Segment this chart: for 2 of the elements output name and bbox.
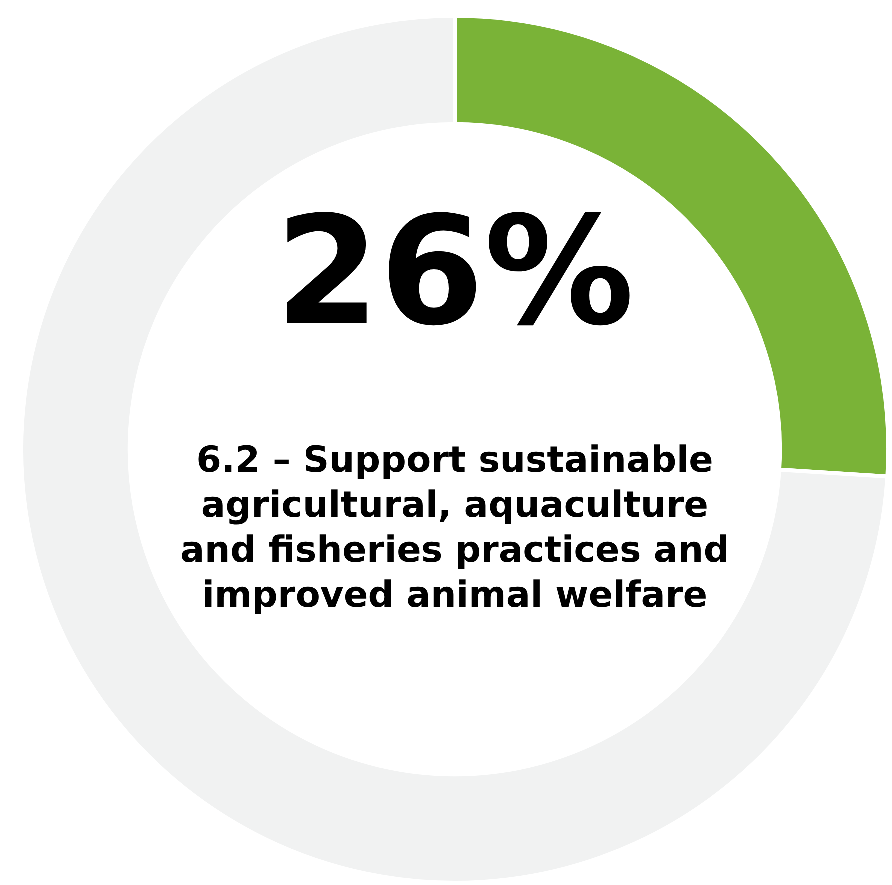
text: 6.2 – Support sustainable agricultural, aquaculture and fisheries practices and improved animal welfare [180,439,730,618]
data-label: 26% [275,185,635,360]
